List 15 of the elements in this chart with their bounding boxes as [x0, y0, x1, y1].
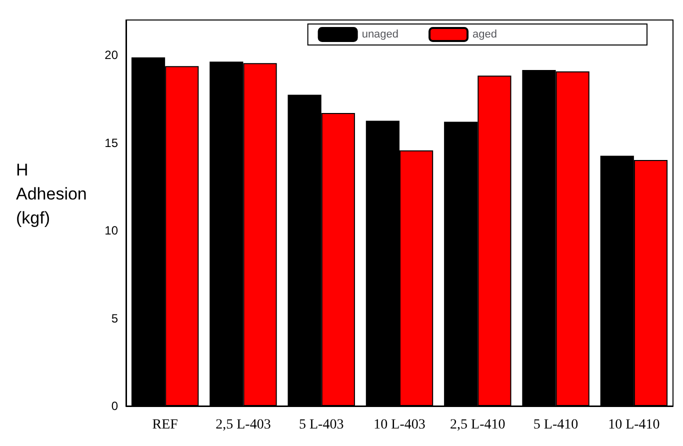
y-tick-label: 0 [111, 399, 118, 413]
x-tick-label: 2,5 L-410 [450, 418, 506, 432]
y-tick-label: 5 [111, 311, 118, 326]
y-tick-label: 15 [104, 136, 118, 150]
y-tick-label: 20 [104, 48, 118, 62]
x-tick-label: 5 L-403 [299, 418, 344, 432]
x-tick-label: 2,5 L-403 [216, 418, 271, 432]
y-tick-label: 10 [104, 224, 118, 238]
x-tick-label: 5 L-410 [533, 418, 578, 432]
legend-label: aged [472, 28, 498, 40]
legend-label: unaged [362, 28, 399, 40]
x-tick-label: 10 L-410 [608, 418, 660, 432]
x-tick-label: REF [152, 418, 178, 432]
x-tick-label: 10 L-403 [374, 418, 426, 432]
y-axis-title: H Adhesion (kgf) [16, 160, 87, 228]
